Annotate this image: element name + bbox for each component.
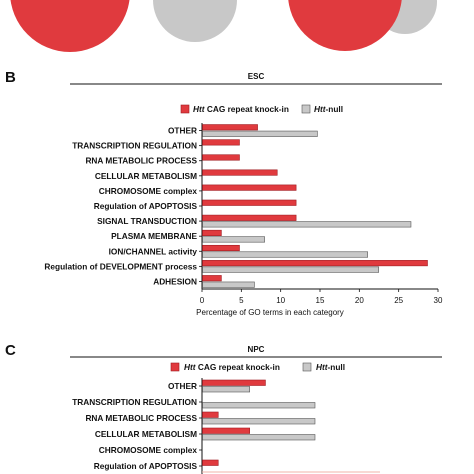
x-axis-label-b: Percentage of GO terms in each category	[196, 308, 344, 317]
category-label: CELLULAR METABOLISM	[95, 171, 197, 181]
venn-circle-gray-left	[10, 0, 130, 52]
legend-c-swatch-null	[302, 362, 312, 372]
category-label: TRANSCRIPTION REGULATION	[72, 141, 197, 151]
panel-letter-b: B	[5, 69, 16, 86]
legend-c-swatch-knockin	[170, 362, 180, 372]
legend-b-swatch-knockin	[180, 104, 190, 114]
category-label: Regulation of APOPTOSIS	[94, 461, 198, 471]
x-tick-label: 0	[200, 296, 205, 305]
bar-null	[202, 130, 318, 137]
category-label: RNA METABOLIC PROCESS	[85, 413, 197, 423]
npc-bar-chart: OTHER TRANSCRIPTION REGULATION RNA METABOL…	[72, 378, 380, 474]
legend-b-label-knockin: Htt CAG repeat knock-in	[193, 104, 289, 114]
bar-knockin	[202, 411, 219, 418]
bar-knockin	[202, 229, 222, 236]
venn-circle-red-right	[288, 0, 402, 51]
bar-null	[202, 386, 251, 393]
bar-null	[202, 402, 316, 409]
legend-c: Htt CAG repeat knock-in Htt-null	[170, 362, 345, 372]
bar-knockin	[202, 427, 251, 434]
x-tick-label: 5	[239, 296, 244, 305]
bar-null	[202, 221, 412, 228]
category-label: CHROMOSOME complex	[99, 445, 198, 455]
bar-knockin	[202, 169, 278, 176]
venn-circle-red-left	[153, 0, 237, 42]
x-tick-label: 15	[316, 296, 325, 305]
category-label: OTHER	[168, 381, 197, 391]
x-tick-label: 30	[434, 296, 443, 305]
category-label: CELLULAR METABOLISM	[95, 429, 197, 439]
category-label: PLASMA MEMBRANE	[111, 231, 197, 241]
bar-knockin	[202, 459, 219, 466]
legend-c-label-null: Htt-null	[316, 362, 345, 372]
bar-knockin	[202, 260, 428, 267]
bar-knockin	[202, 379, 266, 386]
category-label: SIGNAL TRANSDUCTION	[97, 216, 197, 226]
category-label: TRANSCRIPTION REGULATION	[72, 397, 197, 407]
bar-null	[202, 236, 265, 243]
bar-knockin	[202, 184, 297, 191]
x-tick-label: 20	[355, 296, 364, 305]
panel-c-title: NPC	[248, 345, 265, 354]
category-label: CHROMOSOME complex	[99, 186, 198, 196]
category-label: OTHER	[168, 126, 197, 136]
bar-null	[202, 266, 380, 273]
venn-diagram-right	[288, 0, 437, 51]
bar-knockin	[202, 139, 240, 146]
bar-knockin	[202, 154, 240, 161]
bar-null	[202, 281, 255, 288]
bar-knockin	[202, 244, 240, 252]
venn-diagram-left	[10, 0, 237, 52]
bar-null	[202, 418, 316, 425]
legend-b: Htt CAG repeat knock-in Htt-null	[180, 104, 343, 114]
legend-c-label-knockin: Htt CAG repeat knock-in	[184, 362, 280, 372]
category-label: RNA METABOLIC PROCESS	[85, 156, 197, 166]
bar-knockin	[202, 199, 297, 206]
legend-b-swatch-null	[301, 104, 311, 114]
bar-null	[202, 251, 368, 258]
x-tick-label: 10	[276, 296, 285, 305]
panel-letter-c: C	[5, 342, 16, 359]
category-label: ADHESION	[153, 276, 197, 286]
bar-knockin	[202, 275, 222, 282]
x-tick-label: 25	[394, 296, 403, 305]
bar-knockin	[202, 124, 258, 131]
category-label: Regulation of DEVELOPMENT process	[44, 261, 197, 271]
legend-b-label-null: Htt-null	[314, 104, 343, 114]
category-label: ION/CHANNEL activity	[109, 246, 198, 256]
panel-b-title: ESC	[248, 72, 265, 81]
category-label: Regulation of APOPTOSIS	[94, 201, 198, 211]
bar-knockin	[202, 214, 297, 221]
bar-null	[202, 434, 316, 441]
esc-bar-chart: OTHER TRANSCRIPTION REGULATION RNA METABOL…	[44, 123, 443, 305]
